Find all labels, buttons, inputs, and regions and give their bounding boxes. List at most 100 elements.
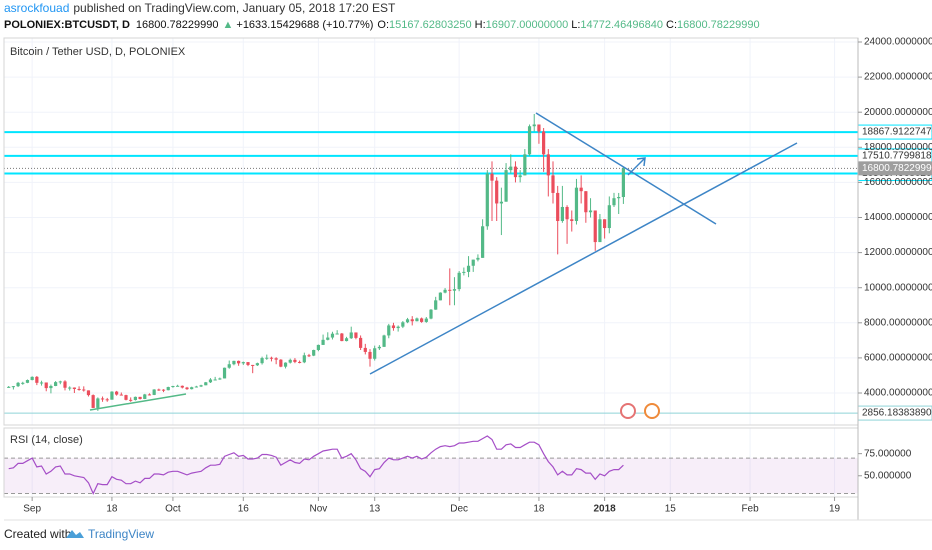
x-tick-label: 16 bbox=[238, 504, 250, 515]
candle-body bbox=[307, 355, 311, 357]
candle-body bbox=[265, 357, 269, 359]
x-tick-label: 2018 bbox=[593, 504, 616, 515]
candle-body bbox=[21, 382, 25, 384]
candle-body bbox=[349, 332, 353, 339]
candle-body bbox=[72, 387, 76, 389]
candle-body bbox=[176, 385, 180, 387]
candle-body bbox=[565, 206, 569, 220]
candle-body bbox=[537, 124, 541, 132]
candle-body bbox=[260, 358, 264, 364]
candle-body bbox=[415, 318, 419, 322]
candle-body bbox=[457, 272, 461, 290]
x-tick-label: 18 bbox=[533, 504, 545, 515]
x-tick-label: Nov bbox=[309, 504, 327, 515]
marks bbox=[7, 113, 625, 495]
y-tick-label: 22000.00000000 bbox=[864, 72, 932, 83]
trend-line bbox=[535, 112, 717, 225]
x-tick-label: Oct bbox=[165, 504, 181, 515]
y-tick-label: 6000.00000000 bbox=[864, 353, 932, 364]
levels: 18867.9122747017510.7799818916505.496802… bbox=[4, 124, 932, 421]
y-tick-label: 14000.00000000 bbox=[864, 212, 932, 223]
event-icons bbox=[620, 403, 660, 419]
h-label: H: bbox=[475, 19, 486, 31]
candle-body bbox=[279, 359, 283, 367]
candle-body bbox=[603, 219, 607, 229]
event-icon[interactable] bbox=[620, 403, 636, 419]
trend-line bbox=[89, 393, 187, 411]
candle-body bbox=[373, 348, 377, 359]
candle-body bbox=[382, 335, 386, 347]
candle-body bbox=[194, 386, 198, 388]
candle-body bbox=[490, 173, 494, 181]
candle-body bbox=[499, 201, 503, 204]
candle-body bbox=[185, 387, 189, 390]
y-tick-label: 75.000000 bbox=[864, 448, 912, 459]
candle-body bbox=[190, 387, 194, 390]
candle-body bbox=[63, 381, 67, 388]
candle-body bbox=[485, 173, 489, 227]
symbol-line: POLONIEX:BTCUSDT, D 16800.78229990 ▲ +1633.… bbox=[4, 19, 760, 31]
candle-body bbox=[100, 398, 105, 400]
event-icon[interactable] bbox=[644, 403, 660, 419]
candle-body bbox=[218, 378, 222, 380]
x-tick-label: Sep bbox=[23, 504, 41, 515]
trend-line bbox=[369, 142, 798, 375]
last-price-box bbox=[858, 161, 932, 176]
candle-body bbox=[11, 386, 15, 388]
candle-body bbox=[560, 206, 564, 222]
candle-body bbox=[481, 226, 485, 258]
y-tick-label: 10000.00000000 bbox=[864, 282, 932, 293]
rsi-line bbox=[8, 435, 624, 495]
candle-body bbox=[269, 357, 274, 359]
candle-body bbox=[204, 382, 208, 386]
candle-body bbox=[617, 197, 621, 199]
y-tick-label: 4000.00000000 bbox=[864, 388, 932, 399]
candle-body bbox=[222, 367, 227, 379]
candle-body bbox=[39, 382, 44, 384]
price: 16800.78229990 bbox=[136, 19, 219, 31]
o-label: O: bbox=[377, 19, 389, 31]
rsi-title: RSI (14, close) bbox=[10, 434, 83, 446]
candle-body bbox=[401, 322, 405, 327]
level-label: 18867.91227470 bbox=[862, 127, 932, 138]
candle-body bbox=[340, 333, 344, 342]
candle-body bbox=[91, 395, 95, 408]
candle-body bbox=[110, 391, 114, 400]
candle-body bbox=[119, 394, 123, 396]
candle-body bbox=[7, 386, 11, 388]
arrow: ▲ bbox=[223, 19, 234, 31]
candle-body bbox=[316, 344, 320, 351]
candle-body bbox=[288, 359, 292, 363]
footer-brand[interactable]: TradingView bbox=[88, 527, 154, 541]
candle-body bbox=[532, 124, 536, 127]
candle-body bbox=[44, 382, 48, 389]
candle-body bbox=[68, 387, 72, 389]
l-value: 14772.46496840 bbox=[580, 19, 663, 31]
h-value: 16907.00000000 bbox=[486, 19, 569, 31]
candle-body bbox=[96, 398, 100, 408]
candle-body bbox=[35, 376, 39, 383]
author[interactable]: asrockfouad bbox=[4, 1, 69, 15]
candle-body bbox=[208, 379, 213, 383]
candle-body bbox=[232, 360, 236, 365]
candle-body bbox=[312, 350, 316, 356]
candle-body bbox=[429, 309, 433, 319]
candle-body bbox=[82, 389, 86, 391]
candle-body bbox=[77, 388, 81, 390]
drawings bbox=[89, 112, 798, 411]
candle-body bbox=[556, 192, 560, 222]
candle-body bbox=[495, 180, 499, 204]
candle-body bbox=[251, 364, 255, 366]
candle-body bbox=[283, 362, 288, 367]
candle-body bbox=[443, 289, 447, 293]
candle-body bbox=[143, 394, 147, 399]
candle-body bbox=[274, 358, 278, 360]
candle-body bbox=[246, 362, 250, 365]
y-tick-label: 18000.00000000 bbox=[864, 142, 932, 153]
y-tick-label: 20000.00000000 bbox=[864, 107, 932, 118]
x-tick-label: 13 bbox=[369, 504, 381, 515]
candle-body bbox=[335, 333, 339, 335]
candle-body bbox=[523, 154, 527, 176]
candle-body bbox=[161, 389, 166, 391]
candle-body bbox=[171, 385, 175, 388]
